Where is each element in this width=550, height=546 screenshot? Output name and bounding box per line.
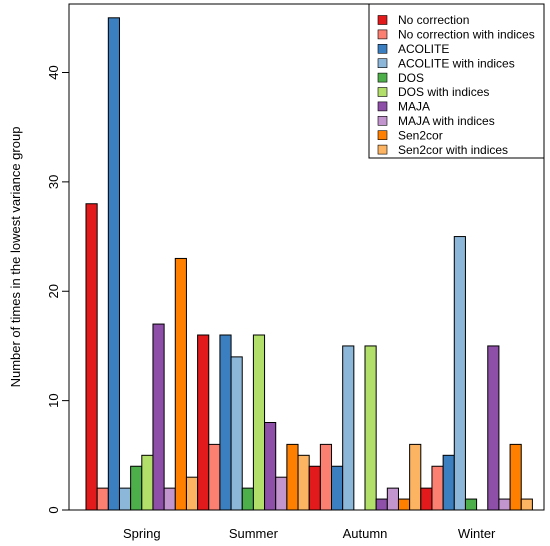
bar: [152, 323, 165, 511]
legend-swatch: [377, 58, 388, 69]
bar: [163, 487, 176, 511]
legend-swatch: [377, 87, 388, 97]
bar: [107, 17, 120, 511]
bar: [185, 476, 199, 511]
bar: [174, 257, 187, 511]
x-tick-label: Winter: [458, 526, 496, 541]
bar: [118, 487, 132, 511]
y-tick-label: 20: [46, 284, 61, 298]
bar: [241, 487, 254, 511]
legend-label: Sen2cor with indices: [398, 143, 508, 157]
bar: [464, 498, 478, 511]
bar: [308, 465, 321, 511]
legend-swatch: [377, 43, 388, 54]
legend-box: [368, 3, 545, 159]
bar: [442, 454, 455, 511]
bar: [208, 443, 221, 511]
plot-frame: [68, 3, 545, 511]
bar: [85, 203, 98, 511]
bar: [409, 443, 422, 511]
bar: [498, 498, 511, 511]
legend-label: MAJA: [398, 100, 430, 114]
legend-swatch: [377, 116, 388, 126]
legend-label: No correction: [398, 13, 469, 27]
bar: [453, 236, 466, 511]
legend-swatch: [377, 144, 388, 155]
legend-label: DOS with indices: [398, 85, 489, 99]
bar: [487, 345, 500, 511]
y-axis: 0 10 20 30 40: [46, 65, 69, 514]
x-tick-label: Autumn: [343, 526, 388, 541]
bar: [397, 498, 411, 511]
y-tick-label: 30: [46, 175, 61, 189]
legend-label: DOS: [398, 71, 424, 85]
bar: [364, 345, 377, 511]
legend-label: Sen2cor: [398, 128, 443, 142]
y-tick-label: 10: [46, 393, 61, 407]
y-tick-label: 0: [46, 506, 61, 513]
bar: [197, 334, 210, 511]
bar: [386, 487, 399, 511]
legend-label: ACOLITE with indices: [398, 56, 515, 70]
bar: [96, 487, 109, 511]
bar: [297, 454, 310, 511]
bars-group: [85, 17, 533, 511]
x-tick-label: Summer: [229, 526, 279, 541]
bar: [230, 356, 243, 511]
bar: [420, 487, 433, 511]
legend-swatch: [377, 130, 388, 140]
legend-label: ACOLITE: [398, 42, 449, 56]
bar: [275, 476, 288, 511]
legend-swatch: [377, 15, 388, 25]
bar: [342, 345, 355, 511]
bar: [520, 498, 533, 511]
x-axis: Spring Summer Autumn Winter: [123, 526, 496, 541]
bar: [331, 465, 344, 511]
x-tick-label: Spring: [123, 526, 161, 541]
bar: [141, 454, 154, 511]
bar: [286, 443, 299, 511]
bar: [509, 443, 522, 511]
legend-swatch: [377, 29, 388, 40]
bar: [319, 443, 333, 511]
bar: [219, 334, 232, 511]
bar: [431, 465, 444, 511]
bar: [375, 498, 388, 511]
y-axis-label: Number of times in the lowest variance g…: [8, 127, 23, 388]
bar: [130, 465, 143, 511]
bar: [252, 334, 266, 511]
legend-label: No correction with indices: [398, 28, 535, 42]
bar: [264, 422, 277, 511]
y-tick-label: 40: [46, 65, 61, 79]
legend-swatch: [377, 72, 388, 83]
legend-label: MAJA with indices: [398, 114, 495, 128]
legend-swatch: [377, 101, 388, 112]
